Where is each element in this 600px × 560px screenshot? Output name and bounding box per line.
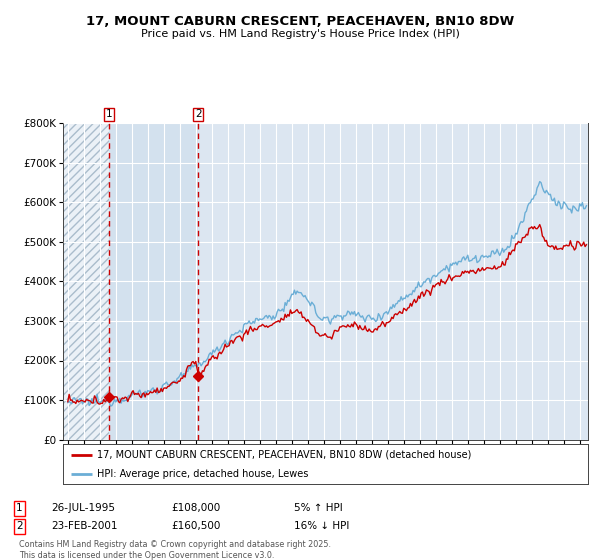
Text: 17, MOUNT CABURN CRESCENT, PEACEHAVEN, BN10 8DW: 17, MOUNT CABURN CRESCENT, PEACEHAVEN, B… [86, 15, 514, 28]
Bar [63, 123, 109, 440]
Text: 5% ↑ HPI: 5% ↑ HPI [294, 503, 343, 514]
Text: 1: 1 [106, 109, 112, 119]
Text: Price paid vs. HM Land Registry's House Price Index (HPI): Price paid vs. HM Land Registry's House … [140, 29, 460, 39]
Text: 26-JUL-1995: 26-JUL-1995 [51, 503, 115, 514]
Text: 23-FEB-2001: 23-FEB-2001 [51, 521, 118, 531]
Text: 2: 2 [16, 521, 23, 531]
Bar [63, 123, 109, 440]
Text: Contains HM Land Registry data © Crown copyright and database right 2025.
This d: Contains HM Land Registry data © Crown c… [19, 539, 331, 560]
Text: 17, MOUNT CABURN CRESCENT, PEACEHAVEN, BN10 8DW (detached house): 17, MOUNT CABURN CRESCENT, PEACEHAVEN, B… [97, 450, 472, 460]
Text: 16% ↓ HPI: 16% ↓ HPI [294, 521, 349, 531]
Bar [109, 123, 198, 440]
Text: 2: 2 [195, 109, 202, 119]
Text: £160,500: £160,500 [171, 521, 220, 531]
Text: HPI: Average price, detached house, Lewes: HPI: Average price, detached house, Lewe… [97, 469, 308, 478]
Text: 1: 1 [16, 503, 23, 514]
Text: £108,000: £108,000 [171, 503, 220, 514]
